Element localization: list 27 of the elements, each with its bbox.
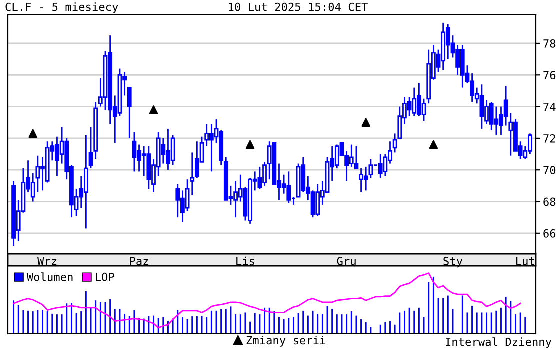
x-tick-label: Lis (236, 256, 254, 266)
y-tick-label: 70 (544, 166, 556, 175)
point (362, 118, 370, 127)
legend-label: Zmiany serii (246, 336, 326, 347)
candlestick (127, 87, 132, 140)
chart-title: CL.F - 5 miesiecy (6, 2, 118, 14)
x-tick-label: Sty (444, 257, 463, 268)
point (28, 129, 38, 138)
chart-subtitle: 10 Lut 2025 15:04 CET (229, 2, 368, 12)
x-tick-label: Wrz (38, 257, 57, 266)
y-tick-label: 68 (544, 198, 556, 206)
point (149, 106, 158, 114)
text: Interwal Dzienny (446, 338, 552, 348)
y-tick-label: 66 (544, 229, 556, 238)
x-tick-label: Lut (516, 257, 534, 266)
y-tick-label: 72 (544, 134, 556, 143)
point (429, 140, 438, 150)
x-tick-label: Gru (337, 257, 356, 266)
x-tick-label: Paz (130, 257, 148, 266)
candlestick (190, 152, 195, 196)
candlestick (88, 126, 94, 170)
legend-label: Wolumen (26, 272, 73, 282)
y-tick-label: 78 (544, 39, 556, 48)
y-tick-label: 76 (544, 71, 556, 80)
point (246, 140, 255, 150)
legend-label: LOP (96, 272, 114, 282)
y-tick-label: 74 (544, 102, 556, 112)
